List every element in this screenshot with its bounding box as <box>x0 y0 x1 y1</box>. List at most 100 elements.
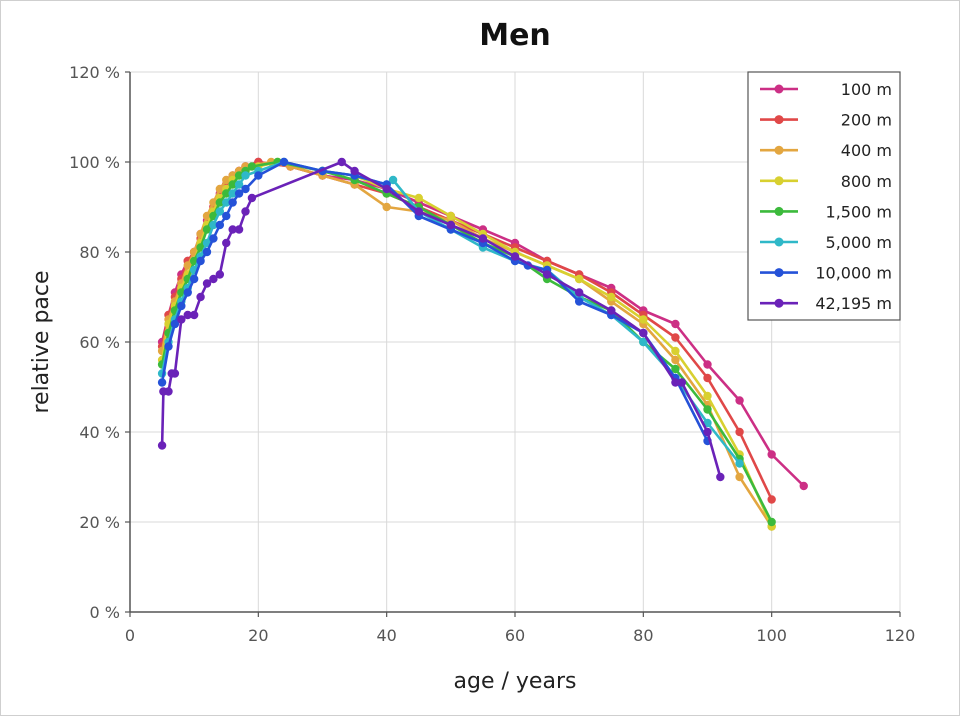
data-point <box>382 184 391 194</box>
x-tick-label: 60 <box>505 626 525 645</box>
data-point <box>350 166 359 176</box>
data-point <box>382 202 391 212</box>
data-point <box>228 225 237 234</box>
series-42-195-m <box>157 157 725 482</box>
y-tick-label: 120 % <box>69 63 120 82</box>
data-point <box>222 211 231 221</box>
legend-label: 200 m <box>841 111 892 130</box>
data-point <box>234 189 244 198</box>
legend-item: 100 m <box>760 80 892 99</box>
data-point <box>703 360 712 369</box>
y-axis-label: relative pace <box>29 270 54 413</box>
data-point <box>767 450 776 459</box>
data-point <box>170 369 180 378</box>
tick-labels: 0 20 40 60 80 100 120 0 % 20 % 40 % 60 % 80 % 100 % 1… <box>69 63 915 645</box>
data-point <box>215 220 225 230</box>
data-point <box>209 274 218 284</box>
legend-label: 10,000 m <box>815 264 892 283</box>
x-tick-label: 100 <box>756 626 787 645</box>
legend-label: 100 m <box>841 80 892 99</box>
data-point <box>247 193 257 203</box>
series-800-m <box>157 157 776 531</box>
data-point <box>222 238 231 248</box>
data-point <box>183 288 192 297</box>
legend-label: 5,000 m <box>826 233 892 252</box>
data-point <box>735 472 744 482</box>
data-point <box>234 180 244 189</box>
x-tick-label: 120 <box>885 626 916 645</box>
data-point <box>337 157 346 167</box>
data-point <box>446 220 456 230</box>
legend-box <box>747 71 901 321</box>
legend-item: 5,000 m <box>760 233 892 252</box>
data-point <box>241 207 250 216</box>
data-point <box>671 319 680 329</box>
legend: 100 m 200 m 400 m 800 m 1,500 m 5,000 m 10,000… <box>747 71 901 321</box>
legend-swatch-marker <box>774 237 784 247</box>
data-point <box>671 333 680 342</box>
data-point <box>189 310 199 320</box>
data-point <box>639 328 648 338</box>
data-point <box>542 270 552 279</box>
data-point <box>215 270 225 279</box>
data-point <box>574 297 584 306</box>
legend-item: 400 m <box>760 141 892 160</box>
legend-label: 1,500 m <box>826 202 892 221</box>
data-point <box>639 315 648 324</box>
legend-swatch-marker <box>774 115 784 125</box>
data-point <box>671 364 680 374</box>
legend-item: 200 m <box>760 111 892 130</box>
x-tick-label: 20 <box>248 626 268 645</box>
legend-item: 1,500 m <box>760 202 892 221</box>
series-10-000-m <box>157 157 712 446</box>
data-point <box>196 256 205 266</box>
data-point <box>247 162 257 171</box>
legend-swatch-marker <box>774 268 784 278</box>
data-point <box>202 247 212 257</box>
data-point <box>671 378 680 387</box>
data-point <box>222 175 231 185</box>
legend-swatch-marker <box>774 298 784 308</box>
series-5-000-m <box>157 157 744 468</box>
y-tick-label: 40 % <box>79 423 120 442</box>
data-point <box>671 346 680 356</box>
data-point <box>202 279 212 288</box>
data-point <box>234 171 244 180</box>
legend-swatch-marker <box>774 84 784 94</box>
data-point <box>234 225 244 234</box>
data-point <box>414 207 423 216</box>
data-point <box>228 180 237 189</box>
legend-item: 42,195 m <box>760 294 892 313</box>
data-point <box>767 517 776 527</box>
data-point <box>607 292 616 302</box>
data-point <box>703 418 712 428</box>
y-tick-label: 0 % <box>90 603 120 622</box>
data-point <box>735 459 744 468</box>
x-tick-label: 80 <box>633 626 653 645</box>
series-400-m <box>157 157 776 531</box>
data-point <box>478 234 488 243</box>
legend-label: 42,195 m <box>815 294 892 313</box>
data-point <box>228 198 237 207</box>
data-point <box>209 220 218 230</box>
data-point <box>703 427 712 437</box>
data-point <box>767 495 776 504</box>
y-tick-label: 80 % <box>79 243 120 262</box>
data-point <box>183 310 192 320</box>
data-point <box>215 207 225 216</box>
legend-item: 800 m <box>760 172 892 191</box>
data-point <box>170 319 180 329</box>
x-tick-label: 40 <box>376 626 396 645</box>
x-tick-label: 0 <box>125 626 135 645</box>
legend-swatch-marker <box>774 176 784 186</box>
y-tick-label: 100 % <box>69 153 120 172</box>
data-point <box>388 175 398 185</box>
data-point <box>177 301 186 311</box>
data-point <box>607 306 616 315</box>
y-tick-label: 20 % <box>79 513 120 532</box>
data-point <box>703 405 712 414</box>
data-point <box>202 225 212 234</box>
data-point <box>164 342 173 351</box>
data-point <box>574 288 584 297</box>
